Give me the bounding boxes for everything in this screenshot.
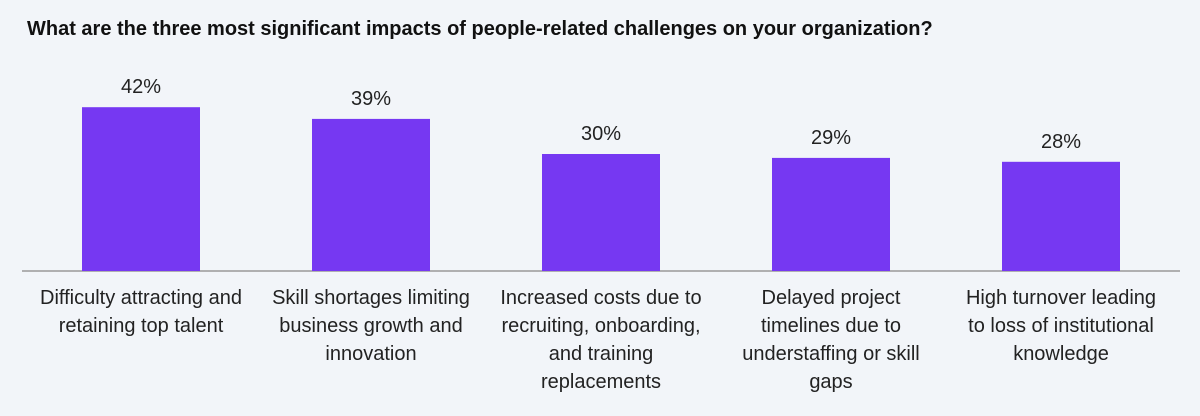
bar: [312, 118, 430, 272]
category-label: Increased costs due to recruiting, onboa…: [500, 287, 702, 393]
category-label: High turnover leading to loss of institu…: [965, 287, 1157, 365]
bar: [82, 107, 200, 271]
bar: [1002, 161, 1120, 271]
bar: [542, 154, 660, 271]
value-label: 28%: [1041, 131, 1081, 153]
value-label: 30%: [581, 123, 621, 145]
bar: [772, 157, 890, 271]
category-label: Delayed project timelines due to underst…: [742, 287, 920, 393]
value-label: 39%: [351, 88, 391, 110]
value-label: 29%: [811, 127, 851, 149]
chart-title: What are the three most significant impa…: [27, 18, 933, 40]
category-label: Skill shortages limiting business growth…: [272, 287, 470, 365]
value-label: 42%: [121, 76, 161, 98]
category-label: Difficulty attracting and retaining top …: [40, 287, 242, 337]
